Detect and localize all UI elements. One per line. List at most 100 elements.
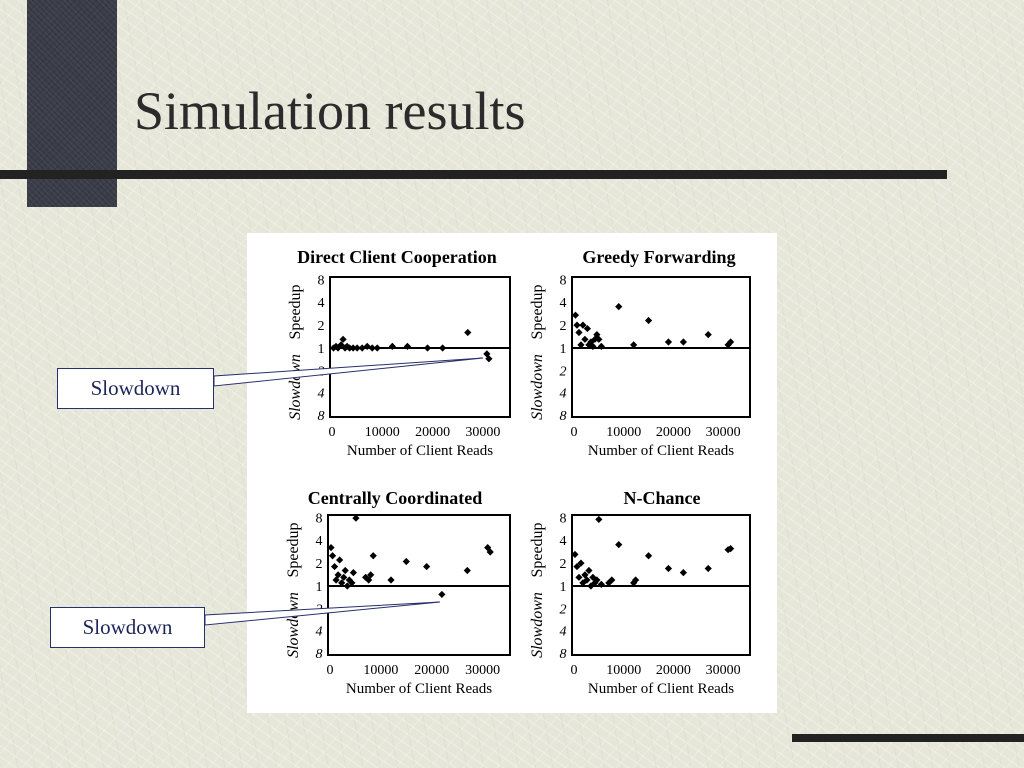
data-point: [581, 571, 589, 579]
y-tick-label: 8: [560, 273, 567, 288]
scatter-panel-2: Greedy Forwarding 8 4 2 1 2 4 8 Speedup Slowdown 0…: [529, 247, 751, 459]
results-figure: Direct Client Cooperation 8 4 2 1 2 4 8 Speedup S…: [247, 233, 777, 713]
data-point: [632, 576, 640, 584]
data-point: [338, 579, 346, 587]
data-point: [575, 328, 583, 337]
data-point: [484, 543, 492, 552]
data-point: [581, 335, 589, 343]
data-point: [362, 573, 370, 581]
x-tick-label: 30000: [706, 663, 741, 678]
y-tick-label: 1: [560, 580, 567, 595]
scatter-plots-grid: Direct Client Cooperation 8 4 2 1 2 4 8 Speedup S…: [285, 247, 751, 697]
x-axis-label: Number of Client Reads: [588, 443, 734, 459]
y-tick-label: 8: [318, 409, 325, 424]
data-point: [724, 341, 732, 349]
data-point: [365, 576, 373, 584]
y-axis-label-speedup: Speedup: [287, 284, 304, 339]
data-point: [439, 344, 447, 352]
data-point: [332, 576, 340, 584]
data-point: [345, 576, 353, 584]
x-tick-label: 20000: [415, 425, 450, 440]
data-point: [571, 311, 580, 319]
x-tick-label: 0: [571, 663, 578, 678]
data-point: [615, 303, 623, 311]
data-point: [615, 541, 623, 549]
y-axis-label-slowdown: Slowdown: [529, 354, 546, 420]
y-tick-label: 8: [560, 647, 567, 662]
y-tick-label: 4: [560, 296, 567, 311]
data-point: [349, 569, 357, 577]
x-tick-label: 0: [327, 663, 334, 678]
data-point: [679, 338, 687, 346]
x-tick-label: 30000: [465, 663, 500, 678]
y-tick-label: 8: [316, 511, 323, 526]
data-point: [367, 571, 375, 579]
data-point: [577, 559, 585, 567]
data-point: [587, 338, 595, 346]
slowdown-callout-2: Slowdown: [50, 607, 205, 648]
data-point: [577, 341, 585, 349]
data-point: [644, 316, 653, 325]
y-axis-label-speedup: Speedup: [529, 284, 546, 339]
data-point: [340, 573, 348, 581]
data-point: [330, 562, 339, 571]
x-tick-label: 20000: [656, 425, 691, 440]
data-point: [329, 344, 338, 352]
y-tick-label: 8: [560, 511, 567, 526]
data-point: [343, 582, 351, 590]
y-tick-label: 2: [560, 319, 567, 334]
x-tick-label: 0: [329, 425, 336, 440]
y-tick-label: 1: [560, 342, 567, 357]
data-point: [327, 543, 335, 552]
data-point: [679, 569, 687, 577]
x-tick-label: 20000: [414, 663, 449, 678]
bottom-rule: [792, 734, 1024, 742]
data-point: [341, 566, 349, 575]
data-point: [664, 564, 673, 573]
x-axis-label: Number of Client Reads: [346, 681, 492, 697]
x-tick-label: 10000: [606, 663, 641, 678]
x-axis-label: Number of Client Reads: [347, 443, 493, 459]
y-axis-label-slowdown: Slowdown: [285, 592, 302, 658]
y-tick-label: 4: [318, 296, 325, 311]
data-point: [704, 331, 712, 339]
y-tick-label: 2: [560, 602, 567, 617]
y-tick-label: 2: [316, 557, 323, 572]
scatter-panel-3: Centrally Coordinated8421248SpeedupSlowd…: [285, 488, 511, 697]
y-tick-label: 8: [560, 409, 567, 424]
x-tick-label: 30000: [465, 425, 500, 440]
data-point: [573, 321, 581, 329]
x-axis-label: Number of Client Reads: [588, 681, 734, 697]
y-tick-label: 2: [318, 319, 325, 334]
y-tick-label: 2: [560, 364, 567, 379]
data-point: [585, 341, 593, 349]
x-tick-label: 0: [571, 425, 578, 440]
data-point: [571, 550, 579, 559]
callout-leader-2: [204, 601, 441, 626]
title-rule: [0, 170, 947, 179]
data-point: [593, 576, 601, 584]
data-point: [597, 342, 605, 350]
callout-leader-1: [213, 357, 484, 387]
y-tick-label: 4: [560, 625, 567, 640]
data-point: [727, 545, 735, 553]
data-point: [341, 344, 349, 352]
y-tick-label: 8: [316, 647, 323, 662]
data-point: [486, 548, 494, 556]
x-tick-label: 20000: [656, 663, 691, 678]
data-point: [589, 573, 597, 581]
y-tick-label: 8: [318, 273, 325, 288]
y-axis-label-speedup: Speedup: [529, 522, 546, 577]
data-point: [423, 344, 432, 352]
data-point: [464, 328, 472, 337]
x-tick-label: 10000: [365, 425, 400, 440]
scatter-panel-1: Direct Client Cooperation8421248SpeedupS…: [287, 247, 511, 459]
data-point: [373, 344, 381, 352]
data-point: [353, 344, 361, 352]
panel-title: Greedy Forwarding: [582, 247, 735, 267]
y-tick-label: 4: [318, 387, 325, 402]
data-point: [369, 552, 377, 560]
data-point: [579, 579, 587, 587]
y-tick-label: 4: [560, 534, 567, 549]
